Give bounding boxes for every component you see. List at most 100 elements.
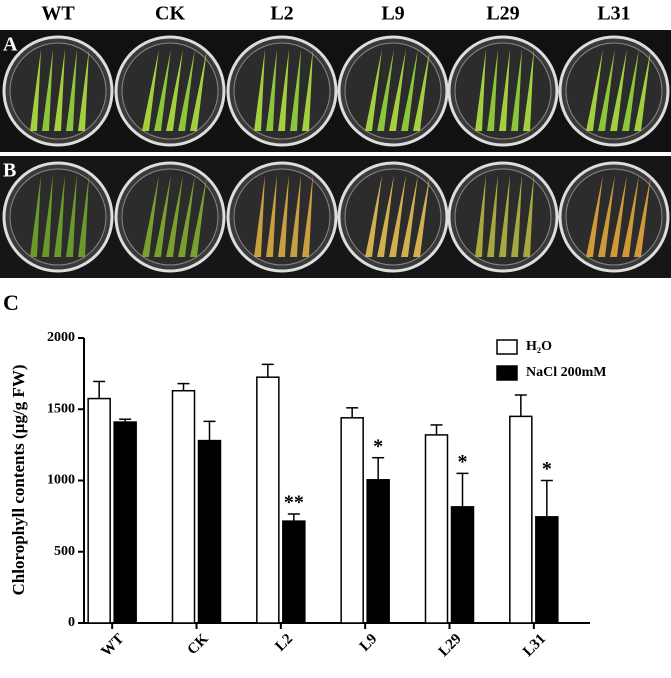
bar [171,389,196,624]
photo-column-label: L2 [270,3,293,25]
bar [340,417,364,624]
leaf [78,49,89,131]
bar [282,520,306,624]
leaf [30,49,41,131]
leaf [178,49,195,131]
significance-label: * [542,458,552,480]
x-tick-label: L29 [436,631,465,660]
bar [424,434,449,624]
leaf [598,49,615,131]
leaf [401,175,418,257]
legend-swatch [496,339,518,355]
leaf [634,49,651,131]
leaf [42,175,53,257]
leaf [278,49,289,131]
leaf [487,49,498,131]
leaf [499,49,510,131]
leaf [389,49,406,131]
leaf [66,175,77,257]
leaf [254,175,265,257]
leaf [487,175,498,257]
leaf [302,175,313,257]
leaf [365,49,382,131]
leaf [365,175,382,257]
leaf [523,175,534,257]
significance-label: ** [284,492,304,514]
bar [450,506,475,624]
y-axis-label: Chlorophyll contents (µg/g FW) [9,365,28,596]
leaf [634,175,651,257]
panel-letter: A [3,34,18,56]
leaf [78,175,89,257]
leaf [54,49,65,131]
y-tick-label: 1000 [47,473,75,488]
leaf [190,175,207,257]
leaf [511,175,522,257]
bar [87,397,111,624]
leaf [523,49,534,131]
photo-column-label: WT [41,3,75,25]
leaf [511,49,522,131]
panel-letter: B [3,160,16,182]
panel-letter: C [3,290,19,315]
leaf [290,175,301,257]
y-tick-label: 0 [68,615,75,630]
significance-label: * [373,435,383,457]
leaf [377,175,394,257]
x-tick-label: WT [98,631,127,660]
leaf [499,175,510,257]
photo-column-label: L29 [486,3,519,25]
petri-dishes [2,35,670,273]
leaf [413,49,430,131]
significance-label: * [458,451,468,473]
leaf [586,49,603,131]
leaf [166,49,183,131]
bar [197,439,222,624]
x-tick-label: CK [185,631,212,658]
leaf [154,175,171,257]
leaf [166,175,183,257]
leaf [54,175,65,257]
leaf [475,175,486,257]
bar [256,376,280,624]
legend-label: H₂O [526,339,552,354]
leaf [610,175,627,257]
leaf [42,49,53,131]
leaf [401,49,418,131]
leaf [377,49,394,131]
leaf [66,49,77,131]
y-tick-label: 500 [54,544,75,559]
leaf [302,49,313,131]
leaf [278,175,289,257]
leaf [190,49,207,131]
bar [535,516,559,624]
bar [509,415,533,624]
bar [113,421,137,624]
y-tick-label: 1500 [47,401,75,416]
leaf [142,175,159,257]
legend-swatch [496,365,518,381]
leaf [254,49,265,131]
leaf [142,49,159,131]
leaf [389,175,406,257]
leaf [622,175,639,257]
y-tick-label: 2000 [47,330,75,345]
leaf [266,175,277,257]
photo-column-label: L31 [597,3,630,25]
photo-column-label: L9 [381,3,404,25]
leaf [290,49,301,131]
leaf [586,175,603,257]
x-tick-label: L2 [272,631,296,655]
x-tick-label: L9 [357,631,381,655]
leaf [178,175,195,257]
leaf [622,49,639,131]
leaf [154,49,171,131]
leaf [475,49,486,131]
legend-label: NaCl 200mM [526,365,607,380]
photo-column-label: CK [155,3,185,25]
leaf [610,49,627,131]
leaf [30,175,41,257]
x-tick-label: L31 [520,631,549,660]
bar [366,479,390,624]
